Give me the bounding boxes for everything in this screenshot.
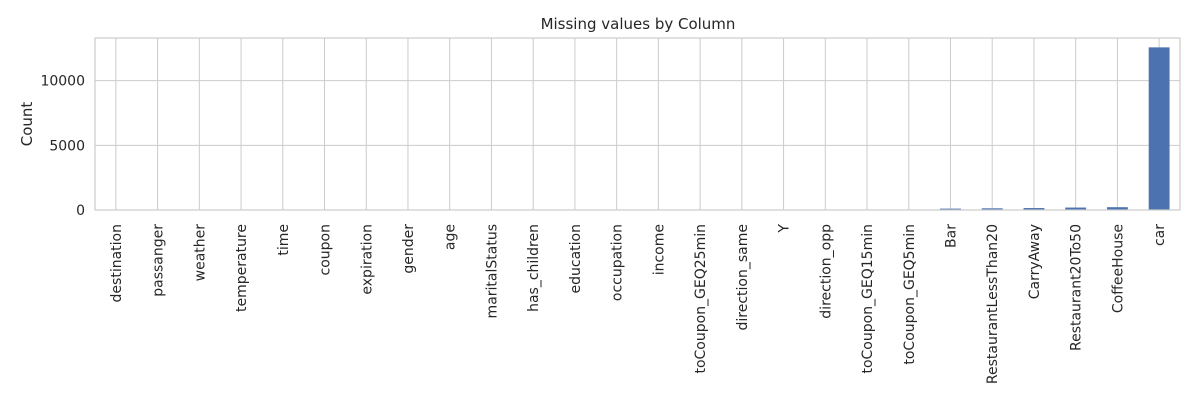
x-tick-label: gender xyxy=(401,224,417,274)
x-tick-label: Bar xyxy=(943,224,959,248)
x-tick-label: weather xyxy=(192,224,208,282)
y-tick-label: 10000 xyxy=(40,74,85,90)
x-tick-label: toCoupon_GEQ25min xyxy=(693,224,709,374)
bar xyxy=(1023,208,1045,210)
x-tick-label: has_children xyxy=(526,224,542,312)
x-tick-label: occupation xyxy=(610,224,626,301)
x-tick-label: Y xyxy=(777,224,793,234)
x-tick-label: maritalStatus xyxy=(484,224,500,318)
chart-title: Missing values by Column xyxy=(541,15,736,33)
bars xyxy=(940,47,1170,210)
x-tick-label: toCoupon_GEQ15min xyxy=(860,224,876,374)
y-axis-label: Count xyxy=(18,102,36,147)
x-tick-label: direction_same xyxy=(735,224,751,330)
x-tick-label: CarryAway xyxy=(1027,224,1043,299)
bar xyxy=(1106,207,1128,210)
bar xyxy=(1148,47,1170,210)
x-tick-label: toCoupon_GEQ5min xyxy=(902,224,918,365)
x-tick-label: RestaurantLessThan20 xyxy=(985,224,1001,384)
x-tick-label: CoffeeHouse xyxy=(1110,224,1126,313)
x-tick-label: passanger xyxy=(151,224,167,297)
gridlines xyxy=(95,38,1180,211)
x-tick-labels: destination passanger weather temperature ti… xyxy=(109,224,1168,385)
x-tick-label: car xyxy=(1152,224,1168,246)
x-tick-label: expiration xyxy=(359,224,375,295)
bar xyxy=(981,208,1003,210)
bar xyxy=(1065,207,1087,210)
x-tick-label: direction_opp xyxy=(818,224,834,319)
x-tick-label: temperature xyxy=(234,224,250,312)
x-tick-label: destination xyxy=(109,224,125,302)
x-tick-label: age xyxy=(443,224,459,250)
x-tick-label: education xyxy=(568,224,584,293)
y-tick-label: 0 xyxy=(76,203,85,219)
x-tick-label: coupon xyxy=(318,224,334,275)
bar xyxy=(940,208,961,210)
y-tick-label: 5000 xyxy=(49,138,85,154)
x-tick-label: time xyxy=(276,224,292,256)
plot-frame xyxy=(94,37,1181,211)
x-tick-label: Restaurant20To50 xyxy=(1069,224,1085,351)
y-tick-labels: 0 5000 10000 xyxy=(40,74,85,219)
x-tick-label: income xyxy=(651,224,667,275)
